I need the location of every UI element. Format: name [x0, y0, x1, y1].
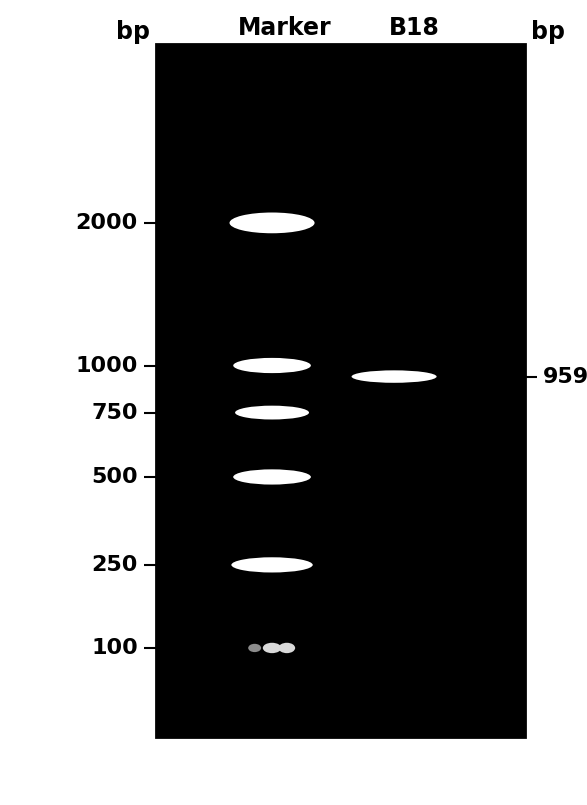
Text: 959: 959: [543, 366, 587, 386]
Text: 100: 100: [91, 638, 138, 658]
Ellipse shape: [352, 370, 437, 383]
Bar: [156, 44, 525, 737]
Ellipse shape: [235, 406, 309, 419]
Text: 250: 250: [92, 555, 138, 575]
Ellipse shape: [233, 358, 311, 374]
Text: bp: bp: [116, 20, 150, 44]
Text: 2000: 2000: [76, 213, 138, 233]
Text: 500: 500: [92, 467, 138, 487]
Text: bp: bp: [531, 20, 565, 44]
Ellipse shape: [248, 644, 261, 652]
Ellipse shape: [230, 213, 315, 233]
Ellipse shape: [231, 557, 313, 572]
Text: B18: B18: [389, 16, 440, 40]
Text: Marker: Marker: [238, 16, 332, 40]
Ellipse shape: [233, 469, 311, 485]
Text: 1000: 1000: [76, 356, 138, 375]
Ellipse shape: [263, 642, 281, 653]
Ellipse shape: [278, 642, 295, 653]
Text: 750: 750: [92, 402, 138, 423]
